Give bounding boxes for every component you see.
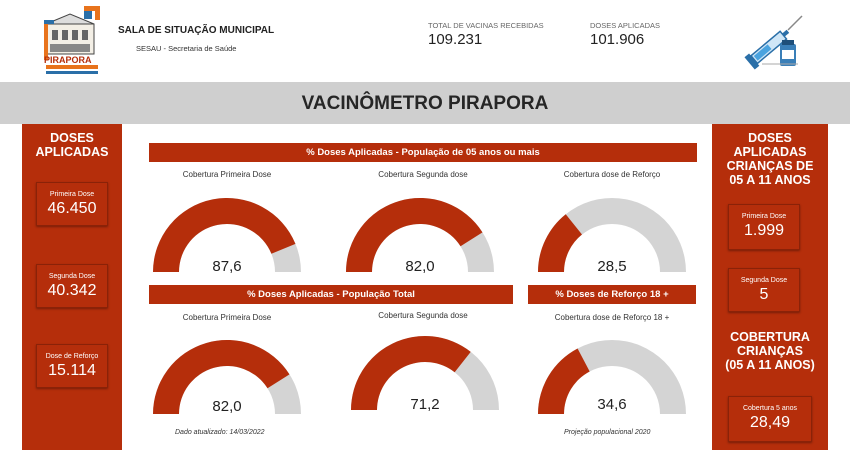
card-children-second-dose: Segunda Dose 5	[728, 268, 800, 312]
card-second-dose-label: Segunda Dose	[48, 273, 96, 280]
card-booster-dose-value: 15.114	[48, 362, 96, 379]
card-children-second-dose-label: Segunda Dose	[740, 277, 788, 284]
card-first-dose: Primeira Dose 46.450	[36, 182, 108, 226]
kpi-total-received-label: TOTAL DE VACINAS RECEBIDAS	[428, 21, 544, 30]
gauge-fill	[346, 197, 483, 272]
card-second-dose-value: 40.342	[47, 282, 97, 299]
org-subtitle: SESAU - Secretaria de Saúde	[136, 44, 237, 53]
gauge-2-title: Cobertura Segunda dose	[378, 170, 468, 179]
section-header-booster18: % Doses de Reforço 18 +	[528, 285, 696, 304]
right-panel-children: DOSES APLICADAS CRIANÇAS DE 05 A 11 ANOS…	[712, 124, 828, 450]
title-band	[0, 82, 850, 124]
kpi-total-received-value: 109.231	[428, 31, 483, 48]
gauge-5-title: Cobertura Segunda dose	[378, 311, 468, 320]
gauge-3-value: 28,5	[597, 258, 627, 275]
section-header-pop5: % Doses Aplicadas - População de 05 anos…	[149, 143, 697, 162]
gauge-fill	[153, 340, 290, 414]
right-heading-line-2: APLICADAS	[733, 145, 807, 159]
gauge-track	[538, 197, 686, 272]
gauge-2-value: 82,0	[405, 258, 435, 275]
right-coverage-heading: COBERTURA CRIANÇAS (05 A 11 ANOS)	[712, 330, 828, 372]
gauge-fill	[153, 197, 296, 272]
kpi-doses-applied-value: 101.906	[590, 31, 645, 48]
gauge-3-title: Cobertura dose de Reforço	[563, 170, 661, 179]
gauge-fill	[351, 336, 471, 410]
card-children-first-dose: Primeira Dose 1.999	[728, 204, 800, 250]
coverage-heading-line-2: CRIANÇAS	[737, 344, 803, 358]
coverage-heading-line-1: COBERTURA	[730, 330, 810, 344]
city-logo-icon	[44, 6, 100, 74]
card-children-first-dose-label: Primeira Dose	[741, 213, 787, 220]
right-heading-line-1: DOSES	[748, 131, 792, 145]
section-header-total: % Doses Aplicadas - População Total	[149, 285, 513, 304]
gauge-3	[538, 197, 686, 272]
card-children-first-dose-value: 1.999	[743, 222, 785, 239]
left-panel-heading: DOSES APLICADAS	[22, 131, 122, 159]
gauge-2	[346, 197, 494, 272]
syringe-vaccine-icon	[744, 15, 803, 70]
gauge-6-value: 34,6	[597, 396, 627, 413]
kpi-doses-applied-label: DOSES APLICADAS	[590, 21, 661, 30]
page-title: VACINÔMETRO PIRAPORA	[301, 93, 549, 114]
card-children-second-dose-value: 5	[759, 286, 769, 303]
left-heading-line-1: DOSES	[50, 131, 94, 145]
gauge-fill	[538, 214, 582, 272]
gauge-1-value: 87,6	[212, 258, 242, 275]
gauge-6	[538, 339, 686, 414]
card-coverage-5-years-label: Cobertura 5 anos	[742, 405, 798, 412]
right-heading-line-4: 05 A 11 ANOS	[729, 173, 811, 187]
updated-note: Dado atualizado: 14/03/2022	[175, 429, 265, 436]
logo-text: PIRAPORA	[44, 55, 92, 65]
gauge-5	[351, 335, 499, 410]
right-heading-line-3: CRIANÇAS DE	[726, 159, 814, 173]
gauge-1	[153, 197, 301, 272]
gauge-4-value: 82,0	[212, 398, 242, 415]
gauge-4	[153, 339, 301, 414]
gauge-5-value: 71,2	[410, 396, 440, 413]
gauge-fill	[538, 348, 590, 414]
right-panel-heading: DOSES APLICADAS CRIANÇAS DE 05 A 11 ANOS	[712, 131, 828, 187]
gauge-1-title: Cobertura Primeira Dose	[182, 170, 272, 179]
left-panel-doses-applied: DOSES APLICADAS Primeira Dose 46.450 Seg…	[22, 124, 122, 450]
gauge-6-title: Cobertura dose de Reforço 18 +	[554, 313, 670, 322]
header: PIRAPORA SALA DE SITUAÇÃO MUNICIPAL SESA…	[0, 0, 850, 82]
card-first-dose-value: 46.450	[47, 200, 97, 217]
projection-note: Projeção populacional 2020	[564, 429, 651, 436]
coverage-heading-line-3: (05 A 11 ANOS)	[725, 358, 815, 372]
card-coverage-5-years: Cobertura 5 anos 28,49	[728, 396, 812, 442]
card-first-dose-label: Primeira Dose	[49, 191, 95, 198]
card-booster-dose: Dose de Reforço 15.114	[36, 344, 108, 388]
org-title: SALA DE SITUAÇÃO MUNICIPAL	[118, 25, 275, 36]
left-heading-line-2: APLICADAS	[35, 145, 109, 159]
card-coverage-5-years-value: 28,49	[749, 414, 791, 431]
gauge-4-title: Cobertura Primeira Dose	[182, 313, 272, 322]
card-second-dose: Segunda Dose 40.342	[36, 264, 108, 308]
card-booster-dose-label: Dose de Reforço	[45, 353, 99, 360]
